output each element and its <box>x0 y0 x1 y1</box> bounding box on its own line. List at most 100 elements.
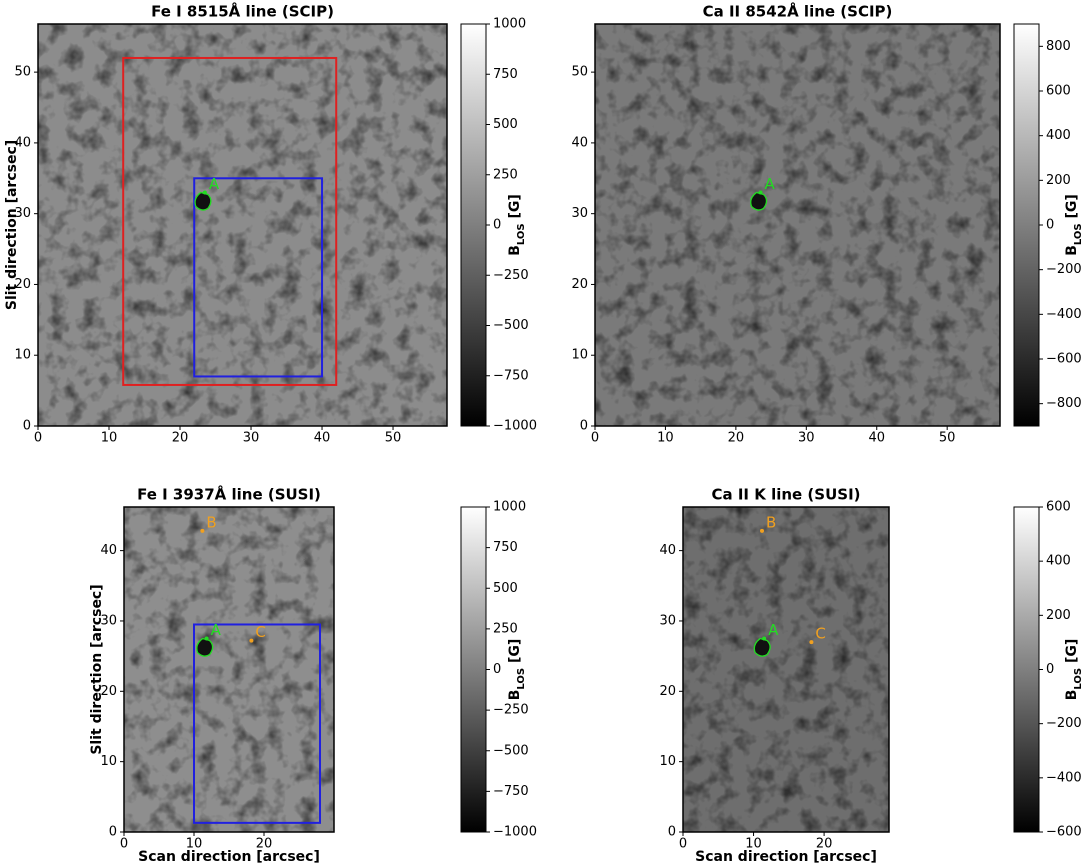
colorbar-tick-label: −1000 <box>493 419 537 434</box>
colorbar-tick-label: 400 <box>1046 554 1071 569</box>
y-tick-label: 40 <box>659 543 676 558</box>
plot-frame <box>594 23 1001 427</box>
y-tick-label: 40 <box>100 543 117 558</box>
colorbar-tick-label: −600 <box>1046 825 1082 840</box>
plot-frame <box>37 23 448 427</box>
colorbar-tick-label: 800 <box>1046 39 1071 54</box>
colorbar-tick-label: 600 <box>1046 500 1071 515</box>
colorbar-tick-label: 1000 <box>493 500 526 515</box>
colorbar-tick-label: 0 <box>1046 218 1054 233</box>
y-tick-label: 0 <box>580 419 588 434</box>
colorbar-tick-label: 0 <box>493 662 501 677</box>
x-tick-label: 30 <box>798 431 815 446</box>
y-tick-label: 10 <box>100 754 117 769</box>
colorbar <box>1013 23 1040 427</box>
colorbar-tick-label: 500 <box>493 581 518 596</box>
panel-title: Ca II K line (SUSI) <box>711 486 860 504</box>
colorbar-tick-label: 500 <box>493 117 518 132</box>
x-tick-label: 0 <box>34 431 42 446</box>
colorbar-tick-label: 0 <box>493 218 501 233</box>
panel-title: Ca II 8542Å line (SCIP) <box>703 2 893 21</box>
colorbar-label-unit: [G] <box>1064 639 1080 668</box>
colorbar-tick-label: 0 <box>1046 662 1054 677</box>
colorbar-tick-label: −400 <box>1046 307 1082 322</box>
colorbar-label-unit: [G] <box>507 639 523 668</box>
x-tick-label: 20 <box>256 837 273 852</box>
point <box>249 638 254 643</box>
point-label: C <box>815 625 825 643</box>
y-tick-label: 20 <box>100 684 117 699</box>
colorbar-label: BLOS [G] <box>1064 194 1084 256</box>
colorbar-label-base: B <box>1064 245 1080 256</box>
y-tick-label: 50 <box>14 65 31 80</box>
colorbar-tick-label: 400 <box>1046 128 1071 143</box>
panel-title: Fe I 8515Å line (SCIP) <box>151 2 334 21</box>
point <box>204 636 209 641</box>
point-label: B <box>206 513 216 531</box>
colorbar-label-subscript: LOS <box>1073 223 1084 245</box>
colorbar-tick-label: 250 <box>493 621 518 636</box>
point-label: A <box>209 175 220 193</box>
y-tick-label: 0 <box>668 825 676 840</box>
point <box>760 528 765 533</box>
contour <box>196 637 214 657</box>
colorbar-tick-label: −250 <box>493 703 529 718</box>
y-axis-label: Slit direction [arcsec] <box>89 584 105 754</box>
colorbar-tick-label: −750 <box>493 368 529 383</box>
colorbar-tick-label: −400 <box>1046 770 1082 785</box>
x-tick-label: 30 <box>243 431 260 446</box>
image-texture <box>124 507 334 832</box>
point-label: A <box>765 175 776 193</box>
region-box <box>193 177 324 378</box>
x-tick-label: 10 <box>101 431 118 446</box>
y-axis-label: Slit direction [arcsec] <box>4 140 20 310</box>
plot-frame <box>123 506 335 833</box>
y-tick-label: 0 <box>23 419 31 434</box>
point-label: B <box>766 513 776 531</box>
colorbar-tick-label: 200 <box>1046 173 1071 188</box>
y-tick-label: 10 <box>14 348 31 363</box>
panel-title: Fe I 3937Å line (SUSI) <box>137 485 321 504</box>
colorbar-tick-label: 750 <box>493 540 518 555</box>
point <box>200 528 205 533</box>
y-tick-label: 40 <box>571 135 588 150</box>
colorbar <box>460 23 487 427</box>
colorbar-tick-label: −800 <box>1046 396 1082 411</box>
region-box <box>193 623 321 824</box>
y-tick-label: 20 <box>14 277 31 292</box>
colorbar-label: BLOS [G] <box>507 194 527 256</box>
colorbar-tick-label: 1000 <box>493 17 526 32</box>
y-tick-label: 30 <box>659 613 676 628</box>
point-label: A <box>768 621 779 639</box>
y-tick-label: 30 <box>571 206 588 221</box>
y-tick-label: 30 <box>100 613 117 628</box>
point-label: C <box>255 623 265 641</box>
colorbar-label-unit: [G] <box>1064 194 1080 223</box>
x-tick-label: 20 <box>816 837 833 852</box>
colorbar-tick-label: −600 <box>1046 352 1082 367</box>
colorbar-label: BLOS [G] <box>1064 639 1084 701</box>
colorbar-label-subscript: LOS <box>516 668 527 690</box>
x-tick-label: 20 <box>172 431 189 446</box>
point <box>809 640 814 645</box>
x-tick-label: 40 <box>314 431 331 446</box>
point <box>762 636 767 641</box>
colorbar-tick-label: 250 <box>493 167 518 182</box>
colorbar-label-unit: [G] <box>507 194 523 223</box>
region-box <box>122 56 338 386</box>
x-tick-label: 0 <box>591 431 599 446</box>
colorbar-tick-label: 600 <box>1046 84 1071 99</box>
image-texture <box>683 507 889 832</box>
colorbar-tick-label: −200 <box>1046 262 1082 277</box>
x-axis-label: Scan direction [arcsec] <box>695 849 877 865</box>
colorbar-tick-label: 200 <box>1046 608 1071 623</box>
contour <box>194 191 212 211</box>
colorbar-tick-label: −200 <box>1046 716 1082 731</box>
colorbar-tick-label: −1000 <box>493 825 537 840</box>
y-tick-label: 20 <box>659 684 676 699</box>
plot-frame <box>682 506 890 833</box>
colorbar-tick-label: −250 <box>493 268 529 283</box>
image-texture <box>38 24 447 426</box>
colorbar-label-base: B <box>507 690 523 701</box>
